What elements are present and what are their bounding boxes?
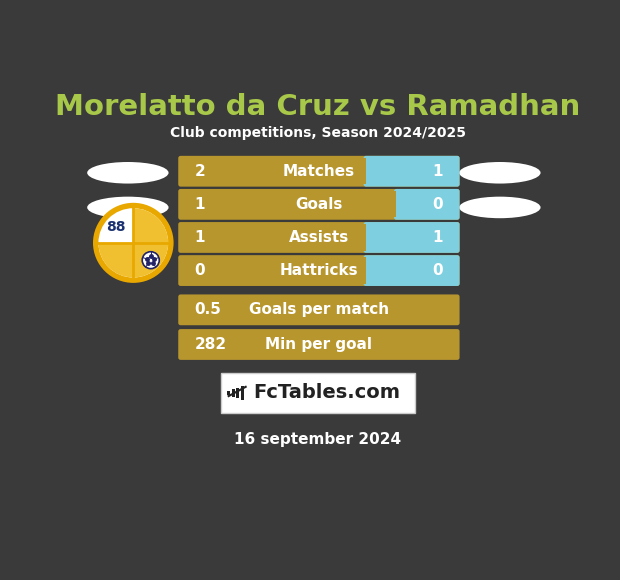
Ellipse shape: [87, 162, 169, 183]
Text: 1: 1: [433, 164, 443, 179]
Bar: [241, 386, 244, 400]
FancyBboxPatch shape: [221, 373, 415, 413]
FancyBboxPatch shape: [179, 189, 459, 220]
Text: 88: 88: [106, 220, 126, 234]
Ellipse shape: [87, 197, 169, 218]
Bar: [180, 258, 366, 284]
Text: Morelatto da Cruz vs Ramadhan: Morelatto da Cruz vs Ramadhan: [55, 93, 580, 121]
Text: 1: 1: [195, 230, 205, 245]
Bar: [227, 391, 230, 396]
FancyBboxPatch shape: [363, 255, 459, 286]
FancyBboxPatch shape: [179, 295, 459, 325]
Text: 0: 0: [433, 197, 443, 212]
Ellipse shape: [459, 197, 541, 218]
Bar: [180, 191, 396, 218]
Text: 1: 1: [433, 230, 443, 245]
Text: 0: 0: [433, 263, 443, 278]
Text: Assists: Assists: [289, 230, 349, 245]
Circle shape: [99, 208, 168, 277]
Bar: [133, 243, 168, 277]
Bar: [236, 387, 239, 398]
Text: Min per goal: Min per goal: [265, 337, 373, 352]
Bar: [180, 224, 366, 251]
FancyBboxPatch shape: [363, 222, 459, 253]
FancyBboxPatch shape: [363, 156, 459, 187]
FancyBboxPatch shape: [179, 222, 459, 253]
Text: 0.5: 0.5: [195, 302, 221, 317]
Bar: [232, 389, 235, 397]
Text: Club competitions, Season 2024/2025: Club competitions, Season 2024/2025: [170, 126, 466, 140]
Text: FcTables.com: FcTables.com: [254, 383, 401, 403]
Text: Goals: Goals: [295, 197, 343, 212]
Circle shape: [142, 252, 159, 269]
Bar: [133, 208, 168, 243]
Bar: [99, 243, 133, 277]
Text: 2: 2: [195, 164, 205, 179]
Text: 282: 282: [195, 337, 227, 352]
Text: 0: 0: [195, 263, 205, 278]
Text: Hattricks: Hattricks: [280, 263, 358, 278]
Bar: [180, 158, 366, 184]
FancyBboxPatch shape: [179, 255, 459, 286]
FancyBboxPatch shape: [179, 329, 459, 360]
Text: Matches: Matches: [283, 164, 355, 179]
FancyBboxPatch shape: [179, 156, 459, 187]
Ellipse shape: [459, 162, 541, 183]
Circle shape: [93, 203, 174, 283]
Text: 16 september 2024: 16 september 2024: [234, 432, 401, 447]
FancyBboxPatch shape: [394, 189, 459, 220]
Text: Goals per match: Goals per match: [249, 302, 389, 317]
Text: 1: 1: [195, 197, 205, 212]
